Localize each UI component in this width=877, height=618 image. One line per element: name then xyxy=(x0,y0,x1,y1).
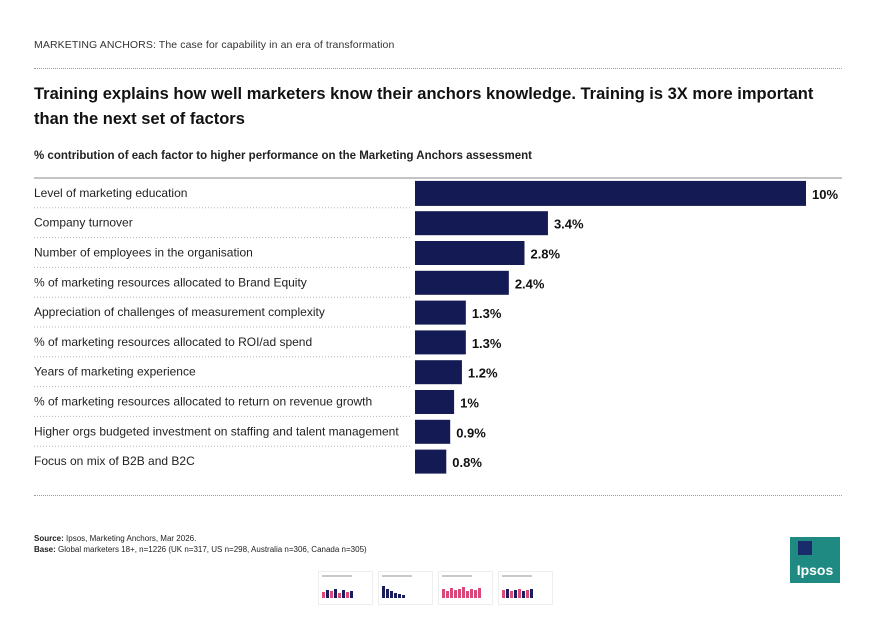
bar xyxy=(415,390,455,414)
category-label: Higher orgs budgeted investment on staff… xyxy=(34,424,399,438)
category-label: % of marketing resources allocated to RO… xyxy=(34,335,312,349)
bar xyxy=(415,300,466,325)
value-label: 0.8% xyxy=(452,455,482,470)
base-label: Base: xyxy=(34,545,56,554)
category-label: Focus on mix of B2B and B2C xyxy=(34,454,195,468)
bar xyxy=(415,241,525,265)
value-label: 2.4% xyxy=(515,276,545,291)
category-label: Years of marketing experience xyxy=(34,365,196,379)
value-label: 1.3% xyxy=(472,336,502,351)
category-label: % of marketing resources allocated to re… xyxy=(34,395,372,409)
logo-text: Ipsos xyxy=(796,562,834,578)
category-label: Company turnover xyxy=(34,216,133,230)
bar xyxy=(415,449,447,474)
report-header-label: MARKETING ANCHORS: The case for capabili… xyxy=(34,39,395,51)
page-title: Training explains how well marketers kno… xyxy=(34,85,814,128)
bar xyxy=(415,330,466,355)
base-text: Global marketers 18+, n=1226 (UK n=317, … xyxy=(58,545,367,554)
logo-mark-icon xyxy=(798,541,812,555)
ipsos-logo: Ipsos xyxy=(790,537,840,583)
value-label: 1.2% xyxy=(468,366,498,381)
bar xyxy=(415,211,548,236)
thumbnail-2[interactable] xyxy=(378,571,433,605)
source-text: Ipsos, Marketing Anchors, Mar 2026. xyxy=(66,534,197,543)
chart-subtitle: % contribution of each factor to higher … xyxy=(34,150,532,162)
value-label: 10% xyxy=(812,187,838,202)
thumbnail-3[interactable] xyxy=(438,571,493,605)
category-label: Appreciation of challenges of measuremen… xyxy=(34,305,325,319)
value-label: 3.4% xyxy=(554,217,584,232)
bar xyxy=(415,360,462,385)
value-label: 1% xyxy=(460,396,479,411)
category-label: Number of employees in the organisation xyxy=(34,246,253,260)
thumbnail-4[interactable] xyxy=(498,571,553,605)
bar xyxy=(415,419,451,444)
category-label: Level of marketing education xyxy=(34,186,187,200)
thumbnail-1[interactable] xyxy=(318,571,373,605)
value-label: 2.8% xyxy=(530,247,560,262)
value-label: 1.3% xyxy=(472,306,502,321)
footer-notes: Source: Ipsos, Marketing Anchors, Mar 20… xyxy=(34,533,367,555)
source-line: Source: Ipsos, Marketing Anchors, Mar 20… xyxy=(34,533,367,544)
bottom-divider xyxy=(34,495,842,496)
bar xyxy=(415,270,509,295)
category-label: % of marketing resources allocated to Br… xyxy=(34,275,307,289)
top-divider xyxy=(34,68,842,69)
base-line: Base: Global marketers 18+, n=1226 (UK n… xyxy=(34,544,367,555)
bar xyxy=(415,180,806,206)
source-label: Source: xyxy=(34,534,64,543)
value-label: 0.9% xyxy=(456,425,486,440)
